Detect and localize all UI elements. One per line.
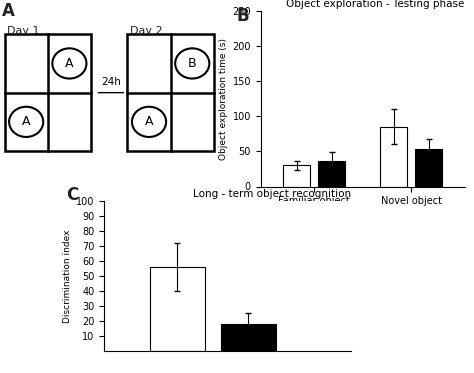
Bar [318, 160, 345, 186]
Bar [5, 34, 91, 151]
Text: Day 2: Day 2 [130, 26, 162, 36]
Text: Object exploration - Testing phase: Object exploration - Testing phase [286, 0, 465, 9]
Bar [415, 149, 442, 186]
Y-axis label: Object exploration time (s): Object exploration time (s) [219, 38, 228, 160]
Y-axis label: Discrimination index: Discrimination index [63, 229, 72, 323]
Text: B: B [188, 57, 197, 70]
Bar [150, 267, 205, 351]
Bar [220, 324, 276, 351]
Bar [283, 166, 310, 186]
Text: A: A [22, 115, 30, 128]
Text: 24h: 24h [101, 76, 121, 87]
Text: C: C [66, 186, 79, 204]
Bar [380, 127, 407, 186]
Text: A: A [145, 115, 153, 128]
Bar [128, 34, 214, 151]
Text: Long - term object recognition: Long - term object recognition [192, 189, 351, 199]
Text: B: B [237, 7, 250, 25]
Text: Day 1: Day 1 [7, 26, 39, 36]
Text: A: A [65, 57, 73, 70]
Text: A: A [2, 2, 15, 20]
